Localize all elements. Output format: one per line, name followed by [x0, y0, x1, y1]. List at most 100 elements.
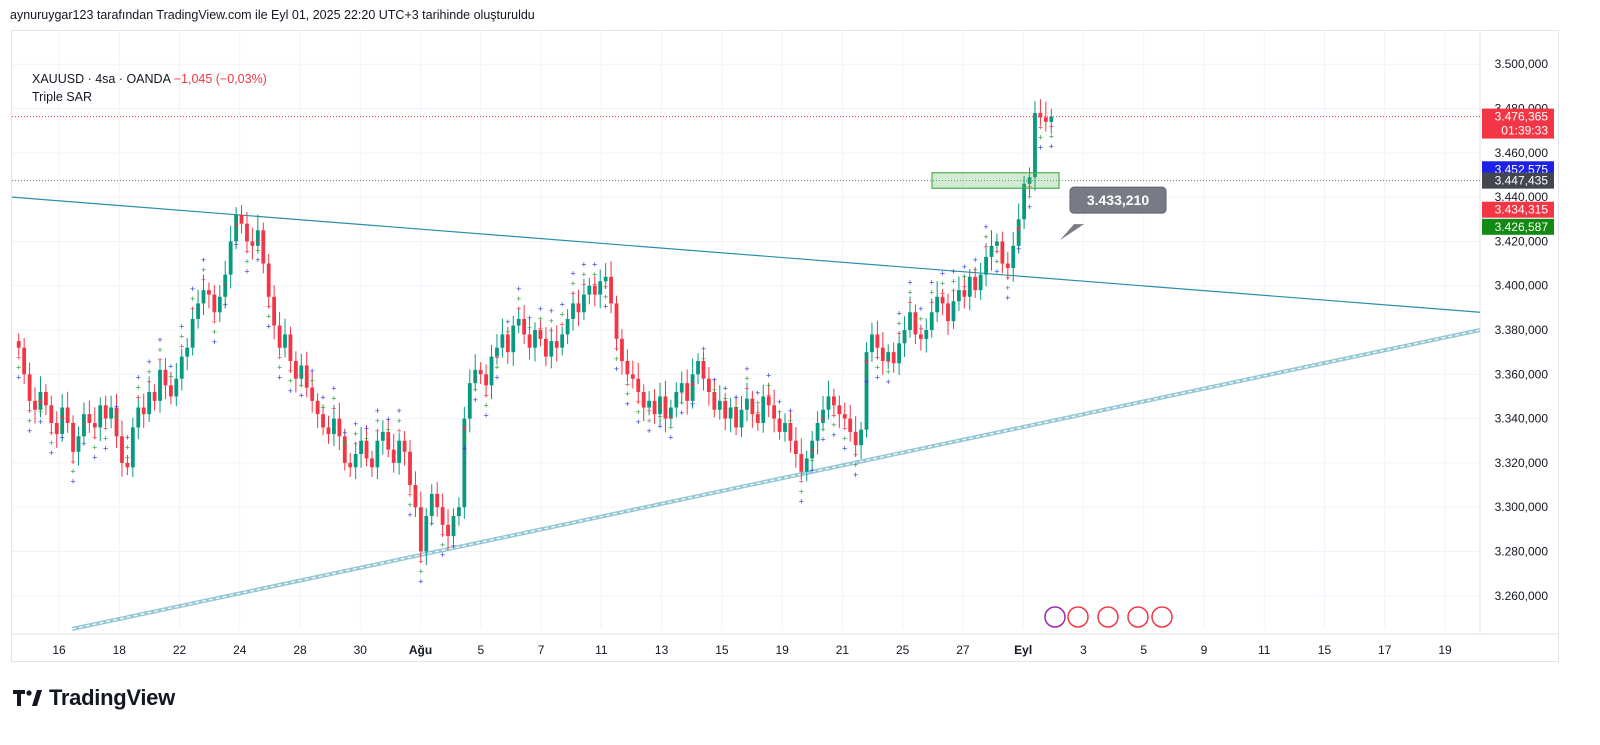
tradingview-brand[interactable]: TradingView — [13, 685, 175, 711]
candle-body — [560, 334, 565, 348]
sar-dot: + — [625, 379, 630, 389]
us-flag-icon — [1127, 606, 1149, 628]
candle-body — [82, 414, 86, 437]
price-chart[interactable]: 3.500,0003.480,0003.460,0003.440,0003.42… — [12, 31, 1558, 661]
candle-body — [337, 418, 342, 437]
candle-body — [696, 361, 700, 375]
price-badge-label: 3.476,365 — [1495, 110, 1549, 124]
symbol-info[interactable]: XAUUSD · 4sa · OANDA — [32, 72, 171, 86]
sar-dot: + — [646, 406, 651, 416]
candle-body — [353, 454, 358, 468]
sar-dot: + — [288, 386, 293, 396]
sar-dot: + — [147, 377, 152, 387]
sar-dot: + — [364, 434, 369, 444]
sar-dot: + — [418, 556, 423, 566]
sar-dot: + — [386, 415, 391, 425]
candle-body — [598, 281, 603, 295]
candle-body — [54, 423, 59, 435]
candle-body — [212, 294, 217, 313]
chart-pane[interactable]: 3.500,000 3.480,000 3.460,000 3.440,000 3.42… — [11, 30, 1559, 662]
sar-dot: + — [505, 317, 510, 327]
sar-dot: + — [636, 407, 641, 417]
candle-body — [614, 303, 619, 339]
sar-dot: + — [277, 353, 282, 363]
sar-dot: + — [60, 422, 65, 432]
candle-body — [565, 318, 570, 335]
candle-body — [87, 414, 92, 424]
sar-dot: + — [114, 411, 119, 421]
x-tick-label: Ağu — [409, 643, 432, 657]
sar-dot: + — [973, 265, 978, 275]
sar-dot: + — [679, 388, 684, 398]
price-badge-label: 3.426,587 — [1495, 220, 1549, 234]
candle-body — [995, 241, 999, 246]
sar-dot: + — [994, 256, 999, 266]
candle-body — [293, 361, 298, 379]
sar-dot: + — [375, 416, 380, 426]
sar-dot: + — [505, 337, 510, 347]
sar-dot: + — [331, 394, 336, 404]
candle-body — [1038, 112, 1043, 118]
sar-dot: + — [483, 390, 488, 400]
candle-body — [549, 341, 554, 357]
candle-body — [582, 294, 586, 313]
sar-dot: + — [375, 426, 380, 436]
x-tick-label: 25 — [896, 643, 910, 657]
candle-body — [674, 392, 679, 408]
tradingview-logo-icon — [13, 690, 42, 706]
candle-body — [978, 274, 983, 291]
sar-dot: + — [1005, 293, 1010, 303]
sar-dot: + — [516, 294, 521, 304]
sar-dot: + — [1049, 132, 1054, 142]
sar-dot: + — [560, 309, 565, 319]
candle-body — [1049, 116, 1054, 122]
candle-body — [65, 407, 70, 424]
sar-dot: + — [701, 364, 706, 374]
x-tick-label: 13 — [655, 643, 669, 657]
x-tick-label: 7 — [538, 643, 545, 657]
sar-dot: + — [766, 370, 771, 380]
candle-body — [554, 341, 559, 348]
sar-dot: + — [940, 288, 945, 298]
sar-dot: + — [157, 335, 162, 345]
candle-body — [679, 383, 684, 393]
sar-dot: + — [136, 393, 141, 403]
sar-dot: + — [668, 422, 673, 432]
candle-body — [38, 392, 43, 410]
sar-dot: + — [407, 500, 412, 510]
sar-dot: + — [440, 540, 445, 550]
sar-dot: + — [342, 438, 347, 448]
sar-dot: + — [527, 323, 532, 333]
x-tick-label: Eyl — [1014, 643, 1032, 657]
candle-body — [690, 374, 695, 401]
sar-dot: + — [353, 439, 358, 449]
candle-body — [359, 440, 363, 455]
event-icons — [1044, 606, 1173, 628]
sar-dot: + — [147, 357, 152, 367]
sar-dot: + — [875, 353, 880, 363]
sar-dot: + — [114, 421, 119, 431]
indicator-label[interactable]: Triple SAR — [32, 90, 92, 104]
candle-body — [571, 303, 575, 319]
sar-dot: + — [929, 297, 934, 307]
candle-body — [745, 398, 749, 410]
x-tick-label: 17 — [1378, 643, 1392, 657]
sar-dot: + — [451, 521, 456, 531]
candle-body — [603, 276, 608, 282]
price-badge — [1482, 218, 1554, 235]
candle-body — [538, 330, 543, 339]
sar-dot: + — [766, 380, 771, 390]
sar-dot: + — [810, 456, 815, 466]
sar-dot: + — [799, 487, 804, 497]
candle-body — [158, 369, 162, 401]
candle-body — [1043, 117, 1048, 122]
candle-body — [1033, 112, 1037, 178]
candle-body — [505, 334, 510, 353]
sar-dot: + — [668, 412, 673, 422]
x-tick-label: 22 — [173, 643, 187, 657]
sar-dot: + — [70, 457, 75, 467]
sar-dot: + — [364, 424, 369, 434]
sar-dot: + — [723, 404, 728, 414]
x-tick-label: 28 — [293, 643, 307, 657]
candle-body — [929, 312, 934, 330]
